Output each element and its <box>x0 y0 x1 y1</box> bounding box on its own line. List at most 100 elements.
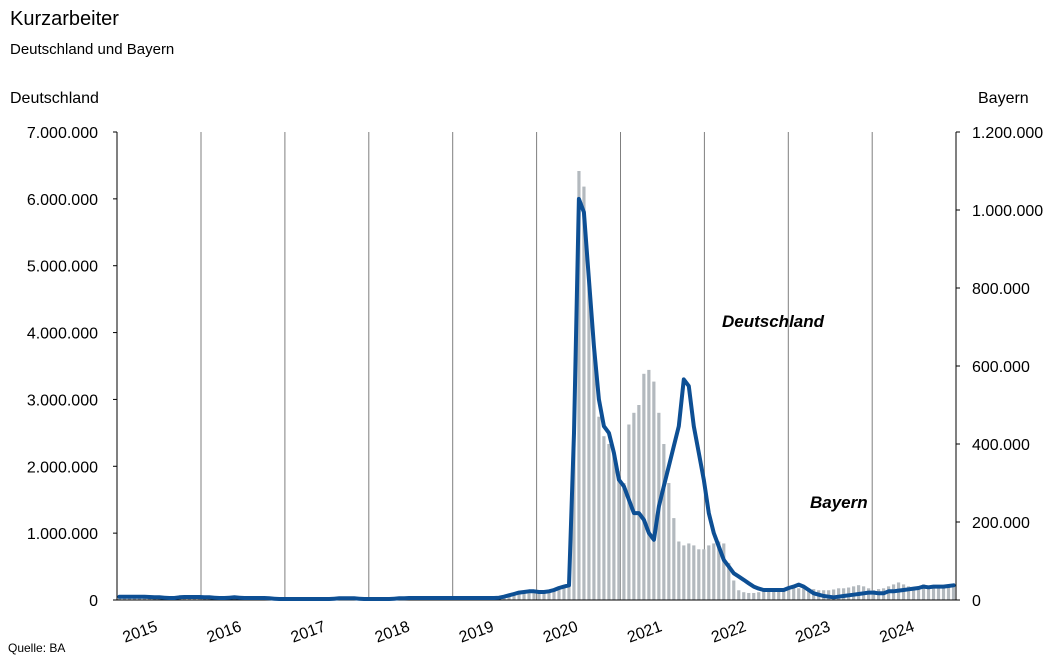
bayern-bar <box>767 590 771 600</box>
bayern-bar <box>512 594 516 600</box>
bayern-bar <box>832 589 836 600</box>
source-note: Quelle: BA <box>8 641 65 655</box>
bayern-bar <box>872 590 876 600</box>
bayern-bar <box>742 592 746 600</box>
left-tick-label: 3.000.000 <box>27 392 98 409</box>
bayern-bar <box>677 541 681 600</box>
bayern-bar <box>941 588 946 600</box>
chart-title: Kurzarbeiter <box>10 8 119 30</box>
bayern-bar <box>797 588 801 600</box>
bayern-bar <box>517 592 521 600</box>
bayern-bar <box>906 586 911 600</box>
bayern-bar <box>627 424 631 600</box>
bayern-bar <box>921 584 926 600</box>
bayern-bar <box>672 518 676 600</box>
bayern-bar <box>622 483 626 600</box>
bayern-bar <box>931 585 936 600</box>
left-tick-label: 1.000.000 <box>27 526 98 543</box>
deutschland-line-layer <box>117 196 956 601</box>
bayern-bar <box>747 592 751 600</box>
left-axis-title: Deutschland <box>10 90 99 107</box>
bayern-bar <box>617 471 621 600</box>
left-tick-label: 2.000.000 <box>27 459 98 476</box>
bayern-bar <box>752 592 756 600</box>
left-tick-label: 5.000.000 <box>27 259 98 276</box>
bayern-bar <box>951 586 956 600</box>
right-tick-label: 0 <box>972 593 981 610</box>
bayern-bar <box>592 346 596 600</box>
left-tick-label: 6.000.000 <box>27 192 98 209</box>
bayern-bar <box>707 545 711 600</box>
bayern-bar <box>901 584 906 600</box>
bayern-bar <box>662 444 666 600</box>
x-year-label: 2020 <box>541 618 580 646</box>
bayern-bar <box>792 588 796 600</box>
right-tick-label: 800.000 <box>972 281 1030 298</box>
bayern-bar <box>782 589 786 600</box>
bayern-bar <box>787 589 791 600</box>
bayern-bar <box>777 589 781 600</box>
bayern-bar <box>507 595 511 600</box>
x-year-label: 2016 <box>205 618 244 646</box>
bayern-bar <box>547 591 551 600</box>
right-tick-label: 200.000 <box>972 515 1030 532</box>
bayern-bar <box>911 588 916 600</box>
year-gridlines <box>200 132 873 600</box>
bayern-bar <box>722 543 726 600</box>
x-year-label: 2019 <box>457 618 496 646</box>
right-axis-title: Bayern <box>978 90 1029 107</box>
bayern-bar <box>807 588 811 600</box>
bayern-bar <box>552 589 556 600</box>
bayern-bar <box>532 591 536 600</box>
bayern-bar <box>772 589 776 600</box>
bayern-bar <box>762 591 766 600</box>
bayern-bar <box>702 549 706 600</box>
bayern-bar <box>632 412 636 600</box>
bayern-bar <box>737 590 741 600</box>
x-year-label: 2022 <box>709 618 748 646</box>
bayern-bar <box>577 171 581 600</box>
bayern-bar <box>637 405 641 600</box>
bayern-bar <box>587 276 591 600</box>
bayern-bar <box>527 591 531 600</box>
right-tick-label: 1.200.000 <box>972 125 1043 142</box>
bayern-bar <box>607 444 611 600</box>
bayern-bar <box>597 416 601 600</box>
chart-subtitle: Deutschland und Bayern <box>10 41 174 58</box>
bayern-bar <box>717 541 721 600</box>
bayern-bar <box>757 592 761 600</box>
bayern-bar <box>642 373 646 600</box>
x-year-label: 2021 <box>625 618 664 646</box>
bayern-bar <box>946 587 951 600</box>
bayern-bar <box>936 586 941 600</box>
bayern-bar <box>837 588 841 600</box>
bayern-bar <box>567 585 571 600</box>
bayern-bar <box>602 436 606 600</box>
bayern-bar <box>687 543 691 600</box>
bayern-bar <box>557 588 561 600</box>
bayern-bar <box>537 592 541 600</box>
bayern-bar <box>692 545 696 600</box>
bayern-bar <box>682 545 686 600</box>
bayern-series-label: Bayern <box>810 493 868 512</box>
x-year-label: 2018 <box>373 618 412 646</box>
right-tick-label: 600.000 <box>972 359 1030 376</box>
bayern-bar <box>712 543 716 600</box>
x-year-label: 2017 <box>289 618 328 646</box>
bayern-bar <box>697 549 701 600</box>
bayern-bar <box>916 586 921 600</box>
bayern-bar <box>542 592 546 600</box>
x-year-label: 2023 <box>793 618 832 646</box>
bayern-bar <box>802 588 806 600</box>
bayern-bar <box>652 381 656 600</box>
bayern-bar <box>926 585 931 600</box>
x-year-label: 2015 <box>121 618 160 646</box>
bayern-bar <box>667 483 671 600</box>
left-tick-label: 7.000.000 <box>27 125 98 142</box>
bayern-bar <box>732 580 736 600</box>
bayern-bar <box>612 451 616 600</box>
bayern-bar <box>582 186 586 600</box>
bayern-bar <box>572 444 576 600</box>
left-tick-label: 0 <box>89 593 98 610</box>
